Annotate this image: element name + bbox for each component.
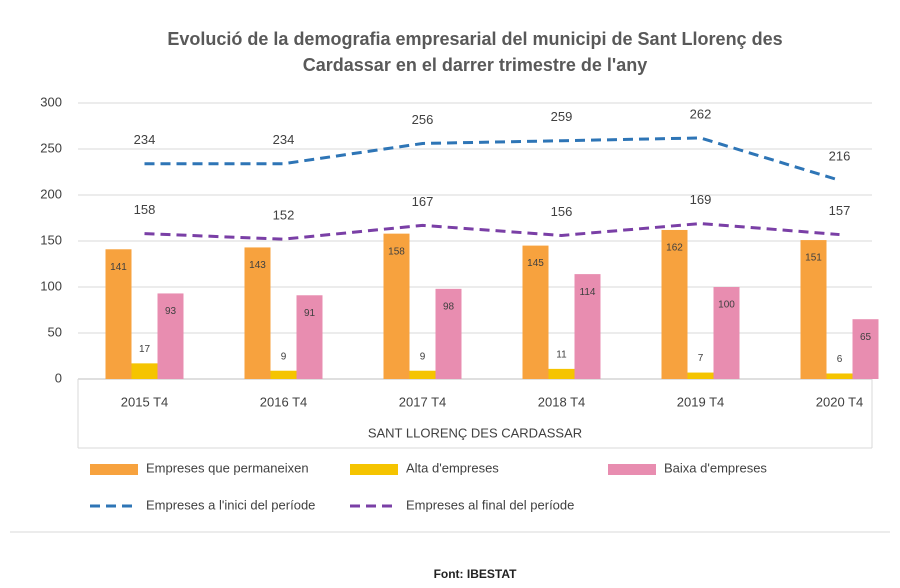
bar: [296, 295, 323, 379]
chart-title: Cardassar en el darrer trimestre de l'an…: [303, 55, 647, 75]
data-label: 152: [273, 208, 295, 223]
y-tick-label: 0: [55, 370, 62, 385]
x-tick-label: 2018 T4: [538, 394, 585, 409]
data-label: 156: [551, 204, 573, 219]
data-label: 234: [134, 132, 156, 147]
data-label: 158: [388, 246, 405, 257]
data-label: 65: [860, 332, 872, 343]
x-tick-label: 2017 T4: [399, 394, 446, 409]
bar: [383, 233, 410, 379]
data-label: 157: [829, 203, 851, 218]
line: [144, 136, 840, 182]
data-label: 7: [698, 353, 704, 364]
data-label: 91: [304, 308, 316, 319]
data-label: 114: [580, 287, 596, 298]
data-label: 216: [829, 149, 851, 164]
bar: [435, 288, 462, 379]
bar: [687, 372, 714, 379]
y-tick-label: 300: [40, 94, 62, 109]
legend-swatch: [90, 464, 138, 475]
y-tick-label: 250: [40, 140, 62, 155]
chart-title: Evolució de la demografia empresarial de…: [167, 29, 782, 49]
bar: [270, 370, 297, 379]
bar: [244, 247, 271, 379]
bar: [157, 293, 184, 379]
data-label: 145: [527, 258, 544, 269]
data-label: 6: [837, 354, 843, 365]
data-label: 143: [249, 260, 266, 271]
x-tick-label: 2015 T4: [121, 394, 168, 409]
data-label: 262: [690, 106, 712, 121]
bar: [522, 245, 549, 379]
bar: [131, 363, 158, 379]
y-tick-label: 50: [48, 324, 62, 339]
data-label: 11: [556, 350, 567, 361]
y-tick-label: 150: [40, 232, 62, 247]
data-label: 169: [690, 192, 712, 207]
data-label: 256: [412, 112, 434, 127]
x-tick-label: 2016 T4: [260, 394, 307, 409]
source: Font: IBESTAT: [434, 567, 518, 581]
bar: [661, 229, 688, 379]
bar: [826, 373, 853, 379]
data-label: 98: [443, 301, 455, 312]
bar: [574, 274, 601, 379]
data-label: 167: [412, 194, 434, 209]
x-axis-label: SANT LLORENÇ DES CARDASSAR: [368, 425, 582, 440]
data-label: 259: [551, 109, 573, 124]
line: [144, 222, 840, 241]
bar: [852, 319, 879, 379]
data-label: 234: [273, 132, 295, 147]
y-tick-label: 100: [40, 278, 62, 293]
x-tick-label: 2019 T4: [677, 394, 724, 409]
legend-label: Empreses a l'inici del període: [146, 497, 315, 512]
data-label: 158: [134, 202, 156, 217]
legend-swatch: [608, 464, 656, 475]
data-label: 93: [165, 306, 177, 317]
bar: [713, 287, 740, 379]
legend-label: Baixa d'empreses: [664, 460, 767, 475]
data-label: 9: [420, 351, 426, 362]
bar: [409, 370, 436, 379]
data-label: 151: [805, 253, 822, 264]
y-tick-label: 200: [40, 186, 62, 201]
data-label: 162: [666, 243, 683, 254]
data-label: 17: [139, 344, 151, 355]
legend-swatch: [350, 464, 398, 475]
legend-label: Empreses al final del període: [406, 497, 574, 512]
data-label: 141: [110, 262, 127, 273]
data-label: 9: [281, 351, 287, 362]
legend-label: Alta d'empreses: [406, 460, 499, 475]
x-tick-label: 2020 T4: [816, 394, 863, 409]
legend-label: Empreses que permaneixen: [146, 460, 309, 475]
data-label: 100: [718, 300, 735, 311]
bar: [548, 368, 575, 379]
bar: [800, 240, 827, 379]
bar: [105, 249, 132, 379]
